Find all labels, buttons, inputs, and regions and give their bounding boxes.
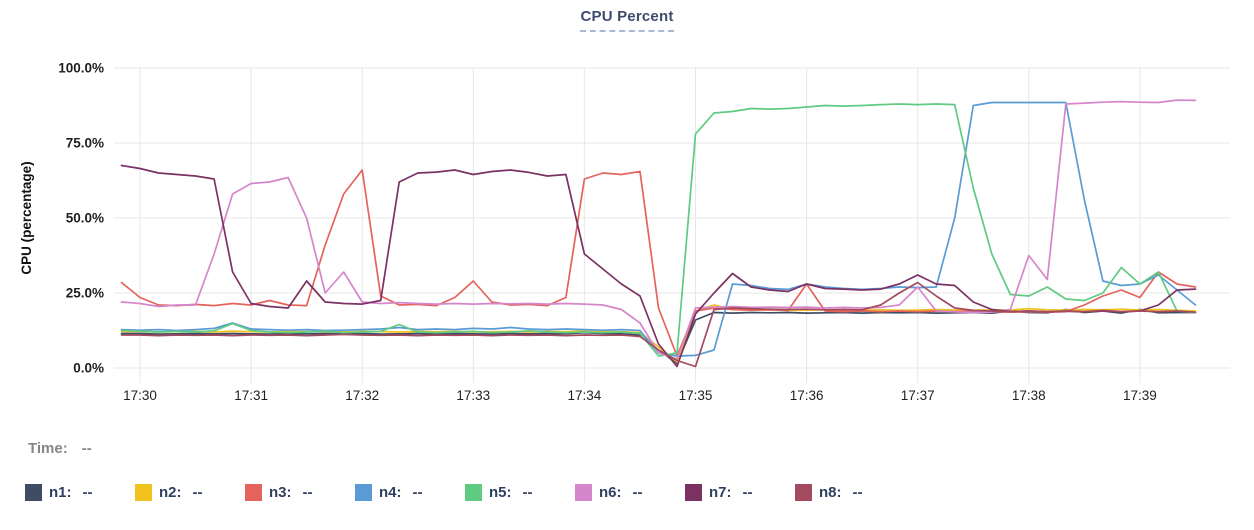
legend-swatch-n1 bbox=[25, 484, 42, 501]
legend-swatch-n4 bbox=[355, 484, 372, 501]
legend-swatch-n3 bbox=[245, 484, 262, 501]
chart-legend: n1: -- n2: -- n3: -- n4: -- n5: -- n6: -- n7: -- n8: -- bbox=[25, 484, 905, 501]
chart-title-row: CPU Percent bbox=[0, 8, 1254, 32]
legend-label-n5: n5: bbox=[489, 484, 512, 501]
x-tick-label: 17:34 bbox=[568, 388, 602, 403]
legend-item-n3[interactable]: n3: -- bbox=[245, 484, 355, 501]
x-tick-label: 17:36 bbox=[790, 388, 824, 403]
legend-label-n2: n2: bbox=[159, 484, 182, 501]
legend-item-n8[interactable]: n8: -- bbox=[795, 484, 905, 501]
legend-value-n5: -- bbox=[522, 484, 533, 501]
time-readout-value: -- bbox=[81, 440, 92, 457]
legend-swatch-n7 bbox=[685, 484, 702, 501]
legend-swatch-n6 bbox=[575, 484, 592, 501]
legend-label-n1: n1: bbox=[49, 484, 72, 501]
legend-label-n7: n7: bbox=[709, 484, 732, 501]
series-line-n7[interactable] bbox=[120, 164, 1197, 368]
time-readout-label: Time: bbox=[28, 440, 68, 457]
x-tick-label: 17:38 bbox=[1012, 388, 1046, 403]
y-tick-label: 75.0% bbox=[66, 136, 104, 151]
x-tick-label: 17:32 bbox=[345, 388, 379, 403]
time-readout-row: Time: -- bbox=[28, 440, 92, 457]
legend-value-n6: -- bbox=[632, 484, 643, 501]
legend-value-n4: -- bbox=[412, 484, 423, 501]
legend-swatch-n5 bbox=[465, 484, 482, 501]
legend-value-n8: -- bbox=[852, 484, 863, 501]
x-tick-label: 17:35 bbox=[679, 388, 713, 403]
y-tick-label: 100.0% bbox=[58, 61, 104, 76]
series-line-n5[interactable] bbox=[120, 103, 1197, 357]
series-line-n4[interactable] bbox=[120, 101, 1197, 357]
legend-item-n2[interactable]: n2: -- bbox=[135, 484, 245, 501]
y-axis-title: CPU (percentage) bbox=[19, 161, 34, 274]
legend-label-n4: n4: bbox=[379, 484, 402, 501]
series-line-n8[interactable] bbox=[120, 281, 1197, 368]
legend-item-n5[interactable]: n5: -- bbox=[465, 484, 575, 501]
legend-item-n7[interactable]: n7: -- bbox=[685, 484, 795, 501]
legend-item-n6[interactable]: n6: -- bbox=[575, 484, 685, 501]
legend-item-n1[interactable]: n1: -- bbox=[25, 484, 135, 501]
legend-label-n3: n3: bbox=[269, 484, 292, 501]
legend-swatch-n2 bbox=[135, 484, 152, 501]
legend-value-n2: -- bbox=[192, 484, 203, 501]
chart-title[interactable]: CPU Percent bbox=[580, 8, 674, 32]
x-tick-label: 17:39 bbox=[1123, 388, 1157, 403]
legend-swatch-n8 bbox=[795, 484, 812, 501]
y-tick-label: 0.0% bbox=[73, 361, 104, 376]
series-line-n6[interactable] bbox=[120, 99, 1197, 360]
legend-label-n8: n8: bbox=[819, 484, 842, 501]
x-tick-label: 17:37 bbox=[901, 388, 935, 403]
legend-item-n4[interactable]: n4: -- bbox=[355, 484, 465, 501]
legend-value-n3: -- bbox=[302, 484, 313, 501]
legend-value-n7: -- bbox=[742, 484, 753, 501]
x-tick-label: 17:30 bbox=[123, 388, 157, 403]
x-tick-label: 17:31 bbox=[234, 388, 268, 403]
legend-label-n6: n6: bbox=[599, 484, 622, 501]
y-tick-label: 50.0% bbox=[66, 211, 104, 226]
cpu-percent-line-chart[interactable]: 0.0% 25.0% 50.0% 75.0% 100.0% 17:30 17:31 17:32… bbox=[0, 0, 1254, 425]
y-tick-label: 25.0% bbox=[66, 286, 104, 301]
legend-value-n1: -- bbox=[82, 484, 93, 501]
x-tick-label: 17:33 bbox=[456, 388, 490, 403]
